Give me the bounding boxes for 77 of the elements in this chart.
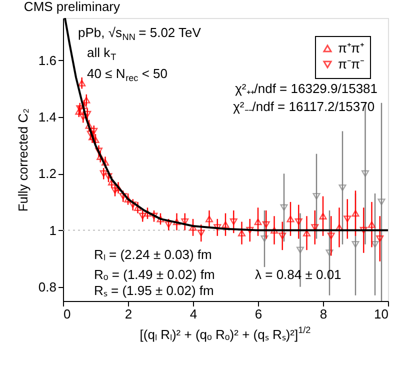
point — [85, 122, 93, 129]
x-tick-label: 4 — [190, 306, 198, 322]
x-tick-label: 2 — [124, 306, 132, 322]
point — [262, 221, 270, 228]
point — [79, 114, 87, 120]
point — [108, 178, 116, 186]
point — [189, 224, 197, 231]
annotation: λ = 0.84 ± 0.01 — [255, 267, 342, 282]
y-tick-label: 1.4 — [38, 110, 56, 125]
chart-title: CMS preliminary — [24, 0, 120, 14]
legend-label: π⁻π⁻ — [338, 56, 364, 72]
point — [260, 235, 268, 242]
annotation: Rₗ = (2.24 ± 0.03) fm — [94, 247, 212, 262]
point — [371, 241, 379, 248]
point — [376, 235, 384, 242]
point — [144, 210, 152, 217]
point — [111, 187, 119, 194]
point — [344, 216, 352, 222]
point — [172, 218, 181, 226]
point — [90, 128, 98, 135]
point — [368, 221, 376, 228]
x-tick-label: 10 — [374, 306, 388, 322]
point — [86, 130, 94, 138]
x-tick-label: 6 — [254, 306, 262, 322]
point — [270, 226, 278, 234]
point — [238, 230, 246, 236]
point — [197, 230, 205, 236]
point — [230, 218, 238, 226]
point — [360, 226, 368, 234]
point — [114, 184, 122, 192]
point — [278, 232, 286, 240]
point — [75, 108, 83, 115]
point — [294, 218, 302, 226]
point — [338, 184, 346, 192]
point — [156, 216, 164, 222]
point — [352, 210, 360, 217]
annotation: Rₛ = (1.95 ± 0.02) fm — [94, 283, 214, 298]
point — [254, 218, 262, 226]
legend-label: π⁺π⁺ — [338, 40, 364, 56]
y-tick-label: 1.2 — [38, 166, 56, 182]
y-tick-label: 1.6 — [38, 52, 56, 68]
point — [280, 204, 288, 211]
point — [150, 212, 158, 220]
point — [94, 148, 103, 154]
annotation: Rₒ = (1.49 ± 0.02) fm — [94, 267, 215, 282]
x-tick-label: 0 — [64, 306, 71, 322]
point — [164, 221, 172, 228]
point — [138, 212, 146, 220]
point — [246, 226, 254, 234]
point — [119, 192, 127, 200]
annotation: χ²₊₊/ndf = 16329.9/15381 — [235, 81, 378, 96]
point — [124, 196, 132, 202]
point — [214, 224, 222, 231]
point — [286, 216, 294, 222]
point — [82, 96, 90, 104]
point — [361, 170, 370, 177]
point — [92, 136, 100, 144]
y-axis-title: Fully corrected C₂ — [15, 108, 30, 212]
point — [129, 201, 137, 208]
point — [100, 170, 108, 177]
point — [296, 246, 304, 254]
point — [205, 216, 214, 222]
x-tick-label: 8 — [320, 306, 328, 322]
point — [352, 241, 360, 248]
point — [78, 80, 86, 86]
point — [378, 198, 386, 206]
point — [222, 221, 230, 228]
point — [327, 232, 335, 240]
point — [319, 212, 327, 220]
point — [312, 192, 320, 200]
y-tick-label: 0.8 — [38, 279, 56, 294]
point — [104, 173, 112, 180]
y-tick-label: 1 — [49, 222, 56, 238]
point — [134, 204, 142, 211]
annotation: χ²₋₋/ndf = 16117.2/15370 — [233, 99, 375, 114]
point — [96, 153, 104, 160]
point — [326, 250, 334, 256]
